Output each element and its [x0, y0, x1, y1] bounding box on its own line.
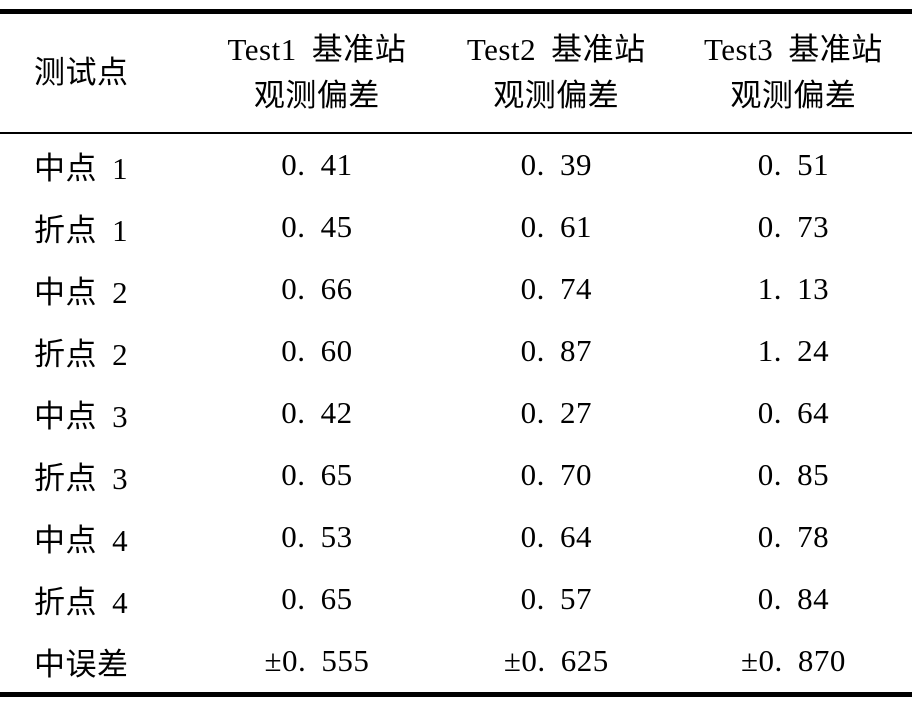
value-cell: 0. 51 — [757, 147, 830, 182]
value-cell: 1. 24 — [757, 333, 830, 368]
value-cell: 0. 61 — [520, 209, 592, 244]
table-row: 中点 1 0. 41 0. 39 0. 51 — [0, 133, 912, 196]
value-cell: 0. 65 — [281, 581, 353, 616]
table-row: 中误差 ±0. 555 ±0. 625 ±0. 870 — [0, 630, 912, 695]
table-header: 测试点 Test1 基准站 观测偏差 Test2 基准站 观测偏差 Test3 … — [0, 11, 912, 134]
value-cell: 0. 70 — [520, 457, 592, 492]
value-cell: 0. 64 — [520, 519, 592, 554]
value-cell: 0. 39 — [520, 147, 592, 182]
value-cell: 0. 53 — [281, 519, 353, 554]
table-row: 折点 4 0. 65 0. 57 0. 84 — [0, 568, 912, 630]
row-label-cell: 中点 4 — [34, 522, 129, 558]
observation-deviation-table: 测试点 Test1 基准站 观测偏差 Test2 基准站 观测偏差 Test3 … — [0, 9, 912, 697]
column-header-test2: Test2 基准站 观测偏差 — [437, 11, 675, 134]
table-row: 折点 2 0. 60 0. 87 1. 24 — [0, 320, 912, 382]
table-row: 中点 2 0. 66 0. 74 1. 13 — [0, 258, 912, 320]
value-cell: 0. 60 — [281, 333, 353, 368]
value-cell: 0. 65 — [281, 457, 353, 492]
value-cell: 0. 87 — [520, 333, 592, 368]
table-body: 中点 1 0. 41 0. 39 0. 51 折点 1 0. 45 0. 61 … — [0, 133, 912, 695]
value-cell: 0. 74 — [520, 271, 592, 306]
value-cell: 0. 27 — [520, 395, 592, 430]
header-line2: 观测偏差 — [253, 78, 380, 113]
table-row: 中点 4 0. 53 0. 64 0. 78 — [0, 506, 912, 568]
row-label-cell: 中点 3 — [34, 398, 129, 434]
row-label-cell: 中点 2 — [34, 274, 129, 310]
value-cell: 0. 73 — [757, 209, 830, 244]
row-label-cell: 折点 2 — [34, 336, 129, 372]
value-cell: 0. 64 — [757, 395, 830, 430]
value-cell: ±0. 870 — [741, 643, 846, 678]
value-cell: 0. 42 — [281, 395, 353, 430]
column-header-test1: Test1 基准站 观测偏差 — [196, 11, 438, 134]
value-cell: ±0. 625 — [503, 643, 609, 678]
column-header-test-point: 测试点 — [0, 11, 197, 134]
value-cell: 0. 57 — [520, 581, 592, 616]
value-cell: 0. 85 — [757, 457, 830, 492]
value-cell: 0. 41 — [281, 147, 353, 182]
table-row: 折点 1 0. 45 0. 61 0. 73 — [0, 196, 912, 258]
value-cell: 0. 84 — [757, 581, 830, 616]
header-line2: 观测偏差 — [730, 78, 857, 113]
row-label-cell: 中误差 — [34, 646, 129, 682]
header-line1: 测试点 — [34, 54, 129, 90]
value-cell: 0. 45 — [281, 209, 353, 244]
header-line1: Test1 基准站 — [227, 31, 407, 67]
value-cell: 1. 13 — [757, 271, 830, 306]
value-cell: 0. 66 — [281, 271, 353, 306]
row-label-cell: 折点 1 — [34, 212, 129, 248]
value-cell: ±0. 555 — [264, 643, 370, 678]
row-label-cell: 折点 4 — [34, 584, 129, 620]
row-label-cell: 折点 3 — [34, 460, 129, 496]
table-row: 中点 3 0. 42 0. 27 0. 64 — [0, 382, 912, 444]
table-row: 折点 3 0. 65 0. 70 0. 85 — [0, 444, 912, 506]
header-row: 测试点 Test1 基准站 观测偏差 Test2 基准站 观测偏差 Test3 … — [0, 11, 912, 134]
row-label-cell: 中点 1 — [34, 150, 129, 186]
value-cell: 0. 78 — [757, 519, 830, 554]
header-line1: Test3 基准站 — [704, 31, 883, 67]
header-line2: 观测偏差 — [493, 78, 620, 113]
header-line1: Test2 基准站 — [466, 31, 646, 67]
column-header-test3: Test3 基准站 观测偏差 — [674, 11, 912, 134]
